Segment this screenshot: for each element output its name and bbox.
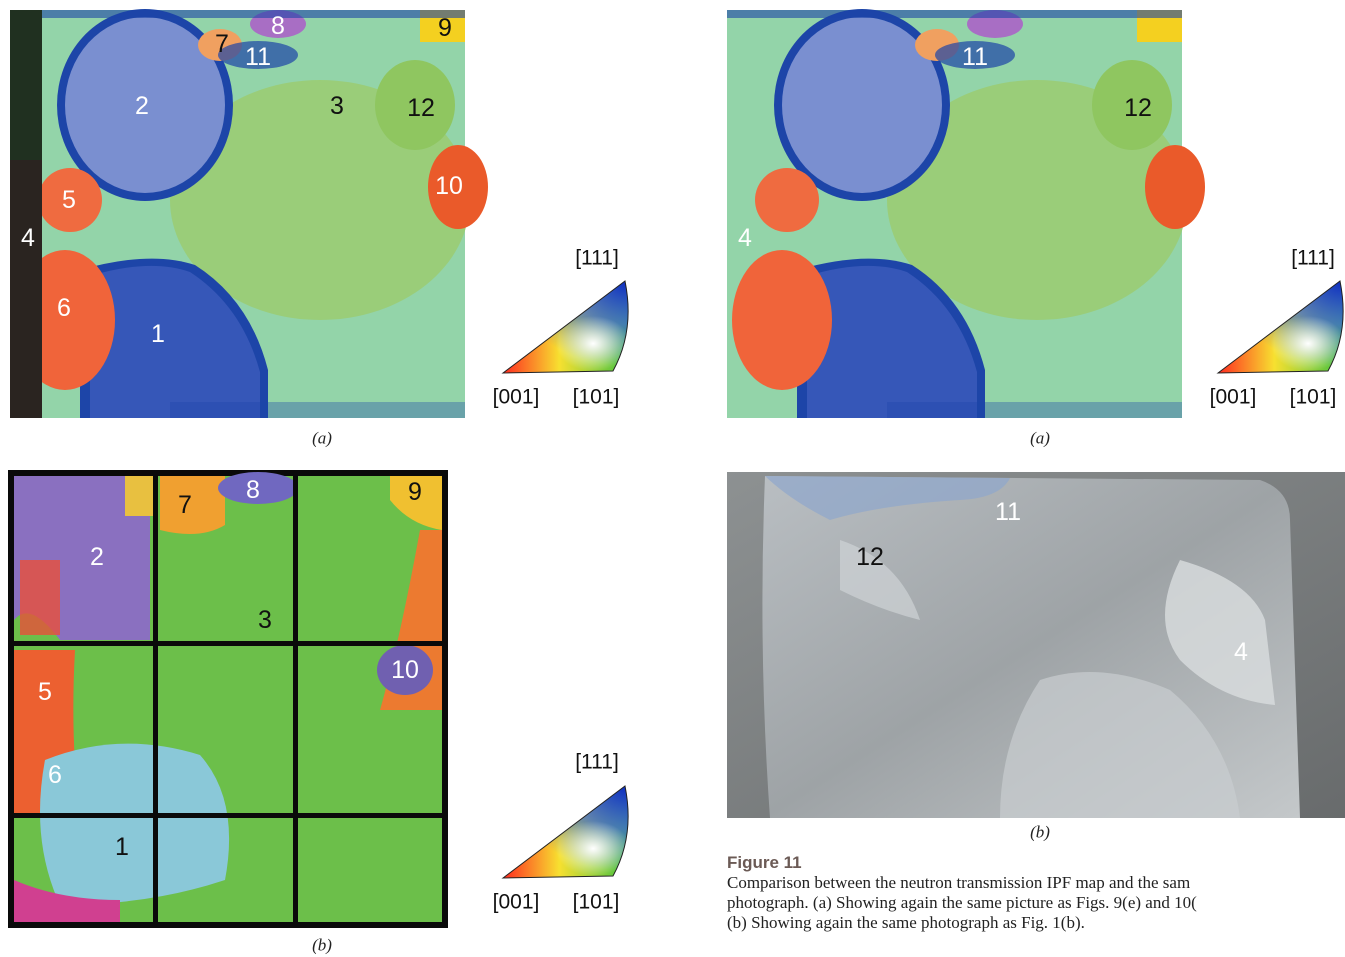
ipf-legend	[1218, 281, 1343, 373]
grain-label: 10	[435, 172, 463, 200]
panel-label: (b)	[1030, 823, 1050, 842]
map-grain	[40, 744, 229, 905]
legend-label: [001]	[1210, 386, 1257, 409]
ipf-legend	[503, 786, 628, 878]
tile-gap	[153, 476, 158, 922]
grain-label: 8	[246, 476, 260, 504]
legend-label: [001]	[493, 386, 540, 409]
tile-gap	[293, 476, 298, 922]
legend-label: [101]	[573, 386, 620, 409]
grain-label: 2	[135, 92, 149, 120]
legend-label: [001]	[493, 891, 540, 914]
grain-label: 12	[856, 543, 884, 571]
grain-label: 11	[995, 498, 1021, 526]
grain-label: 7	[178, 491, 192, 519]
grain-label: 4	[21, 224, 35, 252]
grain-label: 9	[438, 14, 452, 42]
grain-label: 2	[90, 543, 104, 571]
panel-label: (a)	[312, 429, 332, 448]
grain-label: 9	[408, 478, 422, 506]
grain-label: 12	[407, 94, 435, 122]
tile-gap	[14, 641, 442, 646]
grain-label: 8	[271, 12, 285, 40]
panel-label: (b)	[312, 936, 332, 955]
legend-label: [101]	[1290, 386, 1337, 409]
ipf-legend	[503, 281, 628, 373]
grain-label: 11	[245, 43, 271, 71]
caption-line: Comparison between the neutron transmiss…	[727, 873, 1190, 892]
grain-label: 5	[38, 678, 52, 706]
map-grain	[160, 476, 225, 534]
grain-label: 3	[330, 92, 344, 120]
map-grain	[125, 476, 153, 516]
grain-label: 5	[62, 186, 76, 214]
legend-label: [111]	[1291, 247, 1335, 270]
grain-label: 6	[48, 761, 62, 789]
legend-label: [111]	[575, 751, 619, 774]
caption-line: photograph. (a) Showing again the same p…	[727, 893, 1197, 912]
grain-label: 4	[1234, 638, 1248, 666]
caption-line: (b) Showing again the same photograph as…	[727, 913, 1085, 932]
figure-page: 9 8 7 11 2 3 12 10 5 4 6 1 [111] [001] […	[0, 0, 1345, 957]
grain-label: 3	[258, 606, 272, 634]
map-grain	[20, 560, 60, 635]
grain-label: 7	[215, 30, 229, 58]
grain-label: 12	[1124, 94, 1152, 122]
panel-label: (a)	[1030, 429, 1050, 448]
grain-label: 1	[115, 833, 129, 861]
grain-label: 1	[151, 320, 165, 348]
grain-label: 6	[57, 294, 71, 322]
grain-label: 10	[391, 656, 419, 684]
figure-title: Figure 11	[727, 853, 802, 872]
legend-label: [101]	[573, 891, 620, 914]
map-edge	[10, 10, 42, 160]
legend-label: [111]	[575, 247, 619, 270]
grain-label: 4	[738, 224, 752, 252]
grain-label: 11	[962, 43, 988, 71]
tile-gap	[14, 813, 442, 818]
